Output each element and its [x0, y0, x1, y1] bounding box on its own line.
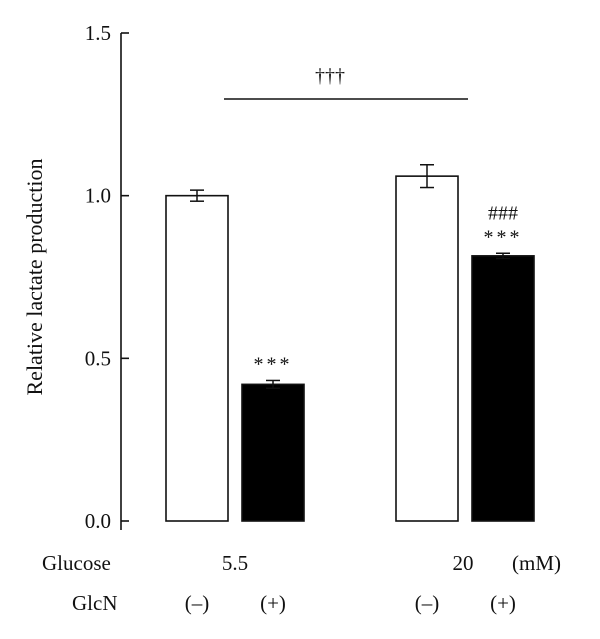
bar [395, 175, 459, 522]
significance-annotation: *** [254, 353, 293, 375]
category-rows: Glucose 5.5 20 (mM) GlcN [42, 551, 561, 615]
bar [471, 255, 535, 522]
glcn-row-label: GlcN [72, 591, 118, 615]
bar-group: (–) [165, 189, 229, 615]
bar [241, 383, 305, 522]
glcn-label: (+) [260, 591, 286, 615]
significance-annotation: *** [484, 226, 523, 248]
significance-bracket: ††† [224, 65, 468, 100]
bar-group: (–) [395, 164, 459, 615]
glucose-value-high: 20 [453, 551, 474, 575]
glucose-value-low: 5.5 [222, 551, 248, 575]
bar-group: *** (+) [241, 353, 305, 615]
bar [165, 194, 229, 522]
bar-group: ###*** (+) [471, 202, 535, 615]
glcn-label: (–) [185, 591, 210, 615]
y-tick-label: 0.0 [85, 509, 111, 533]
glucose-unit: (mM) [512, 551, 561, 575]
y-tick-label: 0.5 [85, 346, 111, 370]
glcn-label: (–) [415, 591, 440, 615]
y-tick-label: 1.0 [85, 184, 111, 208]
glucose-row-label: Glucose [42, 551, 111, 575]
bars: (–)***(+) (–)###***(+) [165, 164, 535, 615]
y-axis-label: Relative lactate production [22, 158, 47, 395]
glcn-label: (+) [490, 591, 516, 615]
significance-label: ††† [315, 65, 345, 87]
y-axis: 0.0 0.5 1.0 1.5 [85, 21, 129, 533]
y-tick-label: 1.5 [85, 21, 111, 45]
significance-annotation: ### [488, 202, 518, 224]
